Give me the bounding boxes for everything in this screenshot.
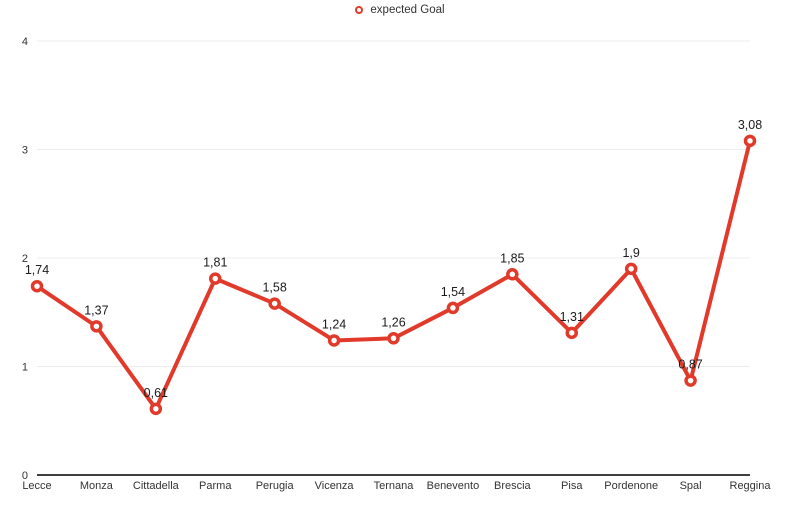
x-tick-label: Vicenza [315,480,355,492]
y-tick-label: 2 [22,253,28,265]
legend-item-expected-goal[interactable]: expected Goal [0,4,800,16]
data-point-label: 1,9 [622,246,639,260]
data-point[interactable] [387,332,400,345]
data-point[interactable] [446,301,460,315]
y-tick-label: 4 [22,36,28,48]
legend-series-label: expected Goal [370,4,445,16]
x-tick-label: Pordenone [604,480,658,492]
data-point[interactable] [565,326,578,340]
legend-series-marker-icon [355,6,364,14]
data-point-label: 1,26 [381,315,405,329]
series-line [35,138,752,411]
x-tick-label: Pisa [561,480,583,492]
data-point[interactable] [327,334,341,347]
x-tick-label: Benevento [427,480,480,492]
y-tick-label: 0 [22,470,28,482]
data-point[interactable] [209,272,222,285]
data-point-label: 3,08 [738,118,762,132]
data-point-label: 1,24 [322,317,346,331]
x-tick-label: Perugia [256,480,295,492]
x-tick-label: Lecce [22,480,51,492]
data-point-label: 0,61 [144,386,168,400]
x-tick-label: Brescia [494,480,532,492]
x-tick-label: Spal [680,480,702,492]
data-point[interactable] [624,262,638,276]
data-point[interactable] [268,297,281,310]
data-point-label: 1,31 [560,310,584,324]
data-point-label: 1,85 [500,251,524,265]
data-point[interactable] [684,374,697,387]
data-point[interactable] [506,268,519,281]
x-tick-label: Ternana [374,480,415,492]
data-point-label: 1,81 [203,256,227,270]
x-tick-label: Parma [199,480,232,492]
x-tick-label: Cittadella [133,480,180,492]
data-point-label: 1,74 [25,263,49,277]
data-point[interactable] [90,320,103,333]
data-point[interactable] [149,402,163,416]
data-point-label: 1,54 [441,285,465,299]
data-point[interactable] [743,134,757,148]
data-point-label: 1,58 [262,281,286,295]
y-tick-label: 1 [22,362,28,374]
x-tick-label: Monza [80,480,114,492]
x-tick-label: Reggina [730,480,772,492]
data-point-label: 1,37 [84,303,108,317]
data-point[interactable] [30,279,44,293]
y-tick-label: 3 [22,145,28,157]
data-point-label: 0,87 [678,358,702,372]
